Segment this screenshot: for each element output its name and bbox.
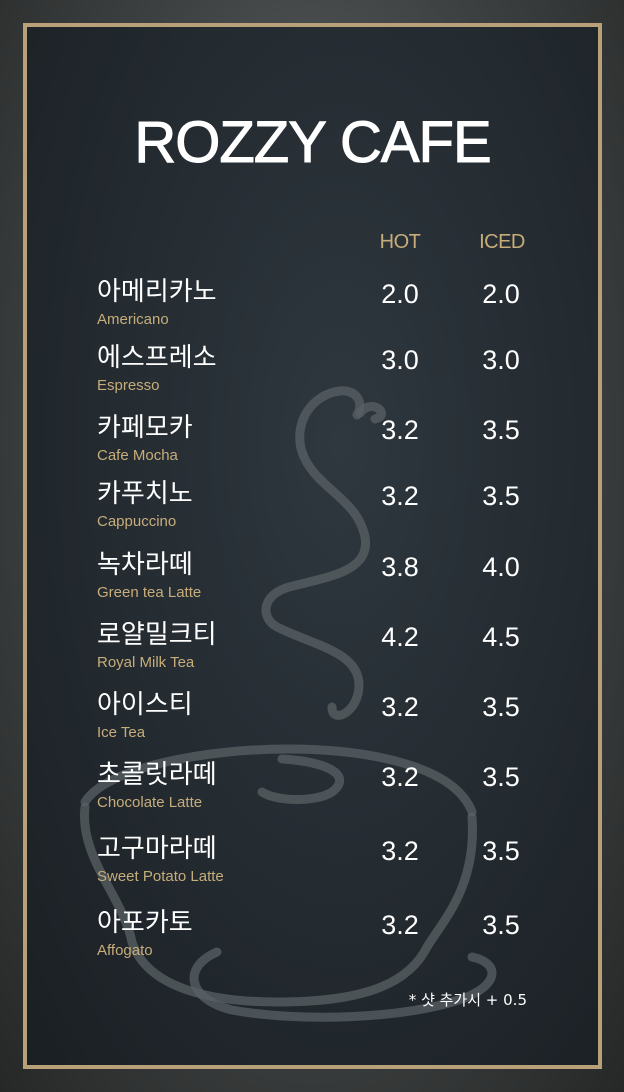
item-name-ko: 아포카토 — [97, 908, 193, 938]
price-hot: 3.2 — [381, 910, 419, 940]
price-hot: 2.0 — [381, 279, 419, 309]
menu-item: 로얄밀크티 Royal Milk Tea 4.2 4.5 — [97, 620, 537, 680]
price-iced: 4.0 — [482, 552, 520, 582]
column-header-iced: ICED — [479, 231, 525, 253]
price-iced: 2.0 — [482, 279, 520, 309]
column-header-hot: HOT — [379, 231, 421, 253]
item-name-en: Ice Tea — [97, 724, 146, 741]
item-name-en: Green tea Latte — [97, 584, 202, 601]
item-name-en: Cappuccino — [97, 513, 177, 530]
menu-item: 에스프레소 Espresso 3.0 3.0 — [97, 343, 537, 403]
price-iced: 3.5 — [482, 692, 520, 722]
item-name-ko: 로얄밀크티 — [97, 620, 217, 650]
item-name-ko: 카페모카 — [97, 413, 193, 443]
menu-board: ROZZY CAFE HOT ICED 아메리카노 Americano 2.0 … — [23, 23, 602, 1069]
item-name-ko: 녹차라떼 — [97, 550, 193, 580]
item-name-ko: 에스프레소 — [97, 343, 217, 373]
price-iced: 3.5 — [482, 836, 520, 866]
price-hot: 3.2 — [381, 836, 419, 866]
item-name-ko: 고구마라떼 — [97, 834, 217, 864]
item-name-en: Cafe Mocha — [97, 447, 178, 464]
extra-shot-note: * 샷 추가시 + 0.5 — [408, 991, 527, 1009]
item-name-en: Affogato — [97, 942, 153, 959]
price-hot: 3.2 — [381, 692, 419, 722]
item-name-en: Sweet Potato Latte — [97, 868, 224, 885]
item-name-ko: 초콜릿라떼 — [97, 760, 217, 790]
menu-item: 고구마라떼 Sweet Potato Latte 3.2 3.5 — [97, 834, 537, 894]
item-name-en: Americano — [97, 311, 169, 328]
price-hot: 3.2 — [381, 415, 419, 445]
price-iced: 4.5 — [482, 622, 520, 652]
menu-item: 녹차라떼 Green tea Latte 3.8 4.0 — [97, 550, 537, 610]
item-name-en: Espresso — [97, 377, 160, 394]
price-hot: 3.8 — [381, 552, 419, 582]
item-name-ko: 아메리카노 — [97, 277, 217, 307]
menu-item: 카페모카 Cafe Mocha 3.2 3.5 — [97, 413, 537, 473]
menu-item: 카푸치노 Cappuccino 3.2 3.5 — [97, 479, 537, 539]
menu-item: 아메리카노 Americano 2.0 2.0 — [97, 277, 537, 337]
price-iced: 3.5 — [482, 910, 520, 940]
price-iced: 3.5 — [482, 762, 520, 792]
menu-item: 아포카토 Affogato 3.2 3.5 — [97, 908, 537, 968]
price-hot: 4.2 — [381, 622, 419, 652]
price-hot: 3.0 — [381, 345, 419, 375]
price-iced: 3.0 — [482, 345, 520, 375]
price-hot: 3.2 — [381, 762, 419, 792]
item-name-ko: 카푸치노 — [97, 479, 193, 509]
item-name-en: Royal Milk Tea — [97, 654, 195, 671]
item-name-en: Chocolate Latte — [97, 794, 203, 811]
price-iced: 3.5 — [482, 481, 520, 511]
price-iced: 3.5 — [482, 415, 520, 445]
cafe-title: ROZZY CAFE — [134, 110, 492, 176]
menu-item: 아이스티 Ice Tea 3.2 3.5 — [97, 690, 537, 750]
menu-item: 초콜릿라떼 Chocolate Latte 3.2 3.5 — [97, 760, 537, 820]
item-name-ko: 아이스티 — [97, 690, 193, 720]
price-hot: 3.2 — [381, 481, 419, 511]
